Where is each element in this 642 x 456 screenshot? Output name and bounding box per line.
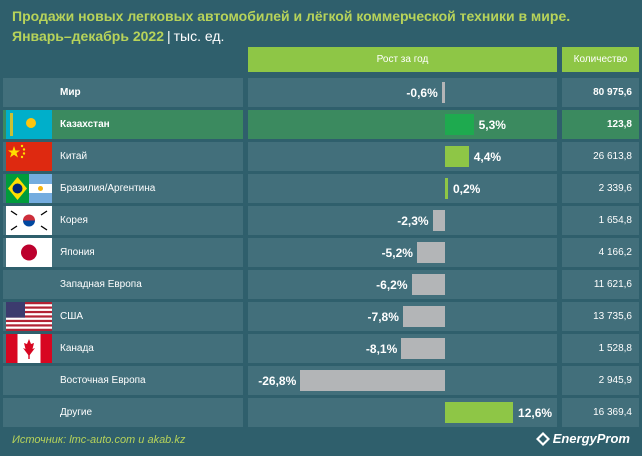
row-label-cell bbox=[3, 270, 243, 299]
row-bar-cell bbox=[248, 78, 557, 107]
quantity-value: 80 975,6 bbox=[593, 87, 632, 98]
country-label: США bbox=[60, 311, 84, 322]
country-label: Япония bbox=[60, 247, 95, 258]
title-line-1: Продажи новых легковых автомобилей и лёг… bbox=[12, 8, 571, 24]
row-quantity-cell bbox=[562, 110, 639, 139]
growth-value-label: -8,1% bbox=[365, 342, 398, 356]
title-unit: тыс. ед. bbox=[173, 28, 225, 44]
growth-bar bbox=[445, 402, 514, 423]
quantity-value: 16 369,4 bbox=[593, 407, 632, 418]
country-label: Китай bbox=[60, 151, 88, 162]
flag-canada-icon bbox=[6, 334, 52, 363]
flag-japan-icon bbox=[6, 238, 52, 267]
quantity-value: 11 621,6 bbox=[593, 279, 632, 290]
source-note: Источник: lmc-auto.com и akab.kz bbox=[12, 434, 186, 446]
title-period: Январь–декабрь 2022 bbox=[12, 28, 164, 44]
row-quantity-cell bbox=[562, 366, 639, 395]
country-label: Мир bbox=[60, 87, 81, 98]
row-quantity-cell bbox=[562, 142, 639, 171]
brand-logo: EnergyProm bbox=[535, 431, 630, 446]
growth-column-header: Рост за год bbox=[248, 47, 557, 72]
country-label: Западная Европа bbox=[60, 279, 142, 290]
row-label-cell bbox=[3, 366, 243, 395]
chart-title: Продажи новых легковых автомобилей и лёг… bbox=[12, 6, 632, 46]
country-label: Канада bbox=[60, 343, 94, 354]
country-label: Корея bbox=[60, 215, 88, 226]
row-quantity-cell bbox=[562, 206, 639, 235]
growth-bar bbox=[411, 274, 445, 295]
quantity-value: 2 339,6 bbox=[598, 183, 632, 194]
row-quantity-cell bbox=[562, 174, 639, 203]
growth-bar bbox=[445, 114, 474, 135]
quantity-value: 1 528,8 bbox=[598, 343, 632, 354]
title-separator: | bbox=[166, 28, 171, 44]
growth-bar bbox=[445, 178, 448, 199]
row-bar-cell bbox=[248, 238, 557, 267]
growth-bar bbox=[441, 82, 445, 103]
brand-name: EnergyProm bbox=[552, 431, 630, 446]
row-quantity-cell bbox=[562, 334, 639, 363]
growth-value-label: 12,6% bbox=[518, 406, 553, 420]
row-bar-cell bbox=[248, 270, 557, 299]
growth-value-label: -5,2% bbox=[381, 246, 413, 260]
flag-korea-icon bbox=[6, 206, 52, 235]
row-label-cell bbox=[3, 398, 243, 427]
growth-bar bbox=[432, 210, 445, 231]
growth-value-label: -7,8% bbox=[367, 310, 399, 324]
row-quantity-cell bbox=[562, 78, 639, 107]
row-bar-cell bbox=[248, 110, 557, 139]
growth-value-label: 5,3% bbox=[478, 118, 506, 132]
quantity-value: 26 613,8 bbox=[593, 151, 632, 162]
country-label: Восточная Европа bbox=[60, 375, 146, 386]
growth-value-label: -0,6% bbox=[406, 86, 438, 100]
growth-value-label: 4,4% bbox=[473, 150, 502, 164]
growth-value-label: 0,2% bbox=[453, 182, 481, 196]
row-label-cell bbox=[3, 78, 243, 107]
row-bar-cell bbox=[248, 142, 557, 171]
growth-value-label: -2,3% bbox=[397, 214, 429, 228]
growth-bar bbox=[401, 338, 445, 359]
growth-bar bbox=[445, 146, 469, 167]
row-bar-cell bbox=[248, 302, 557, 331]
quantity-value: 4 166,2 bbox=[598, 247, 632, 258]
country-label: Казахстан bbox=[60, 119, 110, 130]
country-label: Другие bbox=[60, 407, 93, 418]
quantity-value: 123,8 bbox=[606, 119, 632, 130]
row-quantity-cell bbox=[562, 398, 639, 427]
flag-brazil-argentina-icon bbox=[6, 174, 52, 203]
title-line-2: Январь–декабрь 2022 | тыс. ед. bbox=[12, 26, 632, 46]
row-quantity-cell bbox=[562, 270, 639, 299]
row-bar-cell bbox=[248, 206, 557, 235]
row-bar-cell bbox=[248, 174, 557, 203]
flag-usa-icon bbox=[6, 302, 52, 331]
quantity-value: 1 654,8 bbox=[598, 215, 632, 226]
growth-bar bbox=[416, 242, 445, 263]
row-quantity-cell bbox=[562, 238, 639, 267]
flag-china-icon bbox=[6, 142, 52, 171]
growth-value-label: -26,8% bbox=[258, 374, 297, 388]
flag-kazakhstan-icon bbox=[6, 110, 52, 139]
quantity-column-header: Количество bbox=[562, 47, 639, 72]
growth-value-label: -6,2% bbox=[376, 278, 408, 292]
country-label: Бразилия/Аргентина bbox=[60, 183, 156, 194]
energyprom-logo-icon bbox=[535, 431, 550, 446]
growth-bar bbox=[402, 306, 445, 327]
quantity-value: 2 945,9 bbox=[598, 375, 632, 386]
growth-bar bbox=[300, 370, 445, 391]
row-quantity-cell bbox=[562, 302, 639, 331]
quantity-value: 13 735,6 bbox=[593, 311, 632, 322]
